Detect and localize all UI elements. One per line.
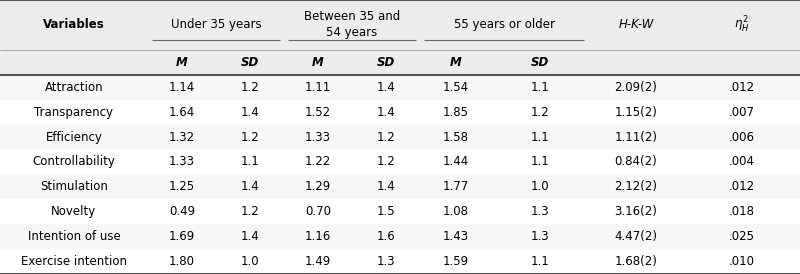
Text: 0.70: 0.70 [305, 205, 331, 218]
Text: 1.33: 1.33 [305, 130, 331, 144]
Text: .010: .010 [729, 255, 755, 268]
Text: 1.5: 1.5 [377, 205, 395, 218]
Bar [0, 125, 800, 149]
Text: 1.22: 1.22 [305, 155, 331, 169]
Text: 1.14: 1.14 [169, 81, 195, 94]
Text: 0.49: 0.49 [169, 205, 195, 218]
Text: SD: SD [531, 56, 549, 69]
Text: 2.09(2): 2.09(2) [614, 81, 658, 94]
Text: Transparency: Transparency [34, 105, 114, 119]
Text: 1.3: 1.3 [377, 255, 395, 268]
Text: 1.0: 1.0 [241, 255, 259, 268]
Text: 1.6: 1.6 [377, 230, 395, 243]
Text: 1.11(2): 1.11(2) [614, 130, 658, 144]
Text: 1.15(2): 1.15(2) [614, 105, 658, 119]
Text: .018: .018 [729, 205, 755, 218]
Text: 1.2: 1.2 [530, 105, 550, 119]
Text: 55 years or older: 55 years or older [454, 18, 554, 32]
Text: 1.1: 1.1 [530, 255, 550, 268]
Bar [0, 199, 800, 224]
Text: 1.80: 1.80 [169, 255, 195, 268]
Text: 1.2: 1.2 [377, 130, 395, 144]
Text: 1.4: 1.4 [377, 81, 395, 94]
Bar [0, 249, 800, 274]
Text: Intention of use: Intention of use [28, 230, 120, 243]
Text: 1.58: 1.58 [443, 130, 469, 144]
Text: Attraction: Attraction [45, 81, 103, 94]
Text: 1.11: 1.11 [305, 81, 331, 94]
Text: 1.1: 1.1 [530, 81, 550, 94]
Text: Variables: Variables [43, 18, 105, 32]
Text: 1.1: 1.1 [530, 155, 550, 169]
Text: Novelty: Novelty [51, 205, 97, 218]
Text: M: M [450, 56, 462, 69]
Text: SD: SD [241, 56, 259, 69]
Text: Controllability: Controllability [33, 155, 115, 169]
Text: 1.32: 1.32 [169, 130, 195, 144]
Text: 1.59: 1.59 [443, 255, 469, 268]
Text: Exercise intention: Exercise intention [21, 255, 127, 268]
Text: 1.1: 1.1 [241, 155, 259, 169]
Text: 4.47(2): 4.47(2) [614, 230, 658, 243]
Text: 1.43: 1.43 [443, 230, 469, 243]
Bar [0, 149, 800, 174]
Bar [0, 224, 800, 249]
Text: Efficiency: Efficiency [46, 130, 102, 144]
Text: 1.69: 1.69 [169, 230, 195, 243]
Text: Stimulation: Stimulation [40, 180, 108, 193]
Text: 1.2: 1.2 [241, 130, 259, 144]
Text: .007: .007 [729, 105, 755, 119]
Text: 1.4: 1.4 [241, 180, 259, 193]
Text: 1.4: 1.4 [241, 105, 259, 119]
Text: 1.2: 1.2 [241, 81, 259, 94]
Text: 1.25: 1.25 [169, 180, 195, 193]
Text: M: M [312, 56, 324, 69]
Bar [0, 0, 800, 50]
Text: 1.54: 1.54 [443, 81, 469, 94]
Text: 0.84(2): 0.84(2) [614, 155, 658, 169]
Text: .025: .025 [729, 230, 755, 243]
Text: 1.3: 1.3 [530, 230, 550, 243]
Text: 1.1: 1.1 [530, 130, 550, 144]
Text: $\it{\eta}^2_H$: $\it{\eta}^2_H$ [734, 15, 750, 35]
Text: 1.64: 1.64 [169, 105, 195, 119]
Text: 1.49: 1.49 [305, 255, 331, 268]
Text: 1.2: 1.2 [377, 155, 395, 169]
Bar [0, 50, 800, 75]
Text: Between 35 and
54 years: Between 35 and 54 years [304, 10, 400, 39]
Text: M: M [176, 56, 188, 69]
Text: 3.16(2): 3.16(2) [614, 205, 658, 218]
Bar [0, 75, 800, 100]
Text: 2.12(2): 2.12(2) [614, 180, 658, 193]
Text: 1.44: 1.44 [443, 155, 469, 169]
Text: .012: .012 [729, 180, 755, 193]
Text: 1.29: 1.29 [305, 180, 331, 193]
Text: 1.85: 1.85 [443, 105, 469, 119]
Text: .006: .006 [729, 130, 755, 144]
Bar [0, 100, 800, 125]
Text: 1.4: 1.4 [377, 105, 395, 119]
Text: 1.33: 1.33 [169, 155, 195, 169]
Text: 1.16: 1.16 [305, 230, 331, 243]
Text: H-K-W: H-K-W [618, 18, 654, 32]
Text: 1.0: 1.0 [530, 180, 550, 193]
Text: 1.2: 1.2 [241, 205, 259, 218]
Text: 1.77: 1.77 [443, 180, 469, 193]
Text: 1.4: 1.4 [377, 180, 395, 193]
Text: .004: .004 [729, 155, 755, 169]
Text: 1.68(2): 1.68(2) [614, 255, 658, 268]
Text: 1.3: 1.3 [530, 205, 550, 218]
Text: .012: .012 [729, 81, 755, 94]
Bar [0, 174, 800, 199]
Text: 1.4: 1.4 [241, 230, 259, 243]
Text: 1.08: 1.08 [443, 205, 469, 218]
Text: Under 35 years: Under 35 years [170, 18, 262, 32]
Text: SD: SD [377, 56, 395, 69]
Text: 1.52: 1.52 [305, 105, 331, 119]
